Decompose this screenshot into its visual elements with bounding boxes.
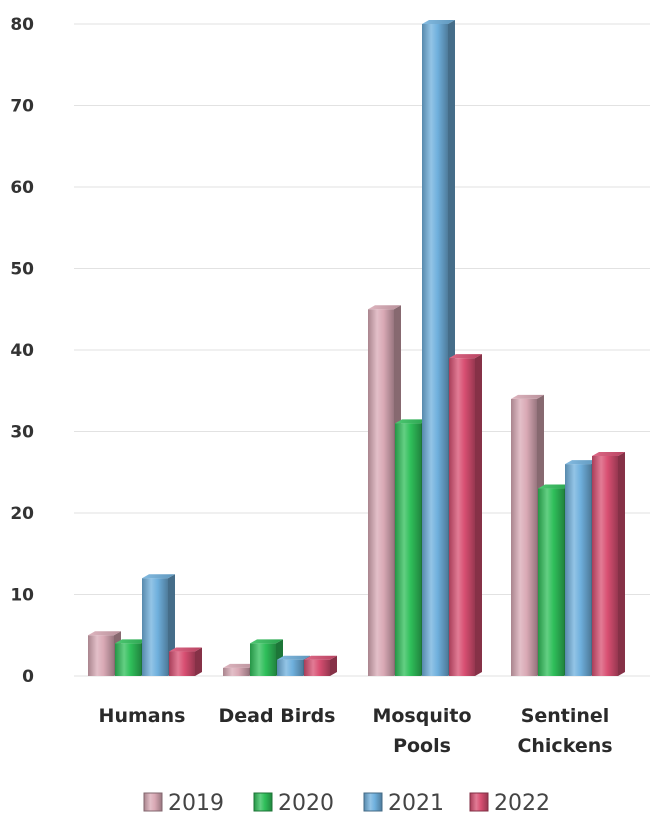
bar xyxy=(511,394,544,676)
legend: 2019 2020 2021 2022 xyxy=(143,791,550,816)
bars xyxy=(88,20,625,676)
legend-label: 2021 xyxy=(388,791,444,816)
x-category-label: Humans xyxy=(99,705,186,727)
bar xyxy=(115,639,148,676)
legend-label: 2022 xyxy=(494,791,550,816)
x-axis: Humans Dead Birds Mosquito Pools Sentinel Chi… xyxy=(99,705,613,757)
y-tick-label: 60 xyxy=(10,178,34,198)
legend-label: 2020 xyxy=(278,791,334,816)
y-tick-label: 30 xyxy=(10,423,34,443)
y-tick-label: 10 xyxy=(10,586,34,606)
bar xyxy=(565,460,598,676)
y-tick-label: 0 xyxy=(22,667,34,687)
y-tick-label: 80 xyxy=(10,15,34,35)
x-category-label: Mosquito Pools xyxy=(372,705,471,757)
bar xyxy=(304,655,337,676)
y-axis: 0 10 20 30 40 50 60 70 80 xyxy=(10,15,34,687)
y-tick-label: 20 xyxy=(10,504,34,524)
x-category-label: Sentinel Chickens xyxy=(517,705,612,757)
legend-swatch xyxy=(253,792,273,812)
legend-item: 2022 xyxy=(469,791,550,816)
x-category-label: Dead Birds xyxy=(219,705,336,727)
legend-swatch xyxy=(469,792,489,812)
legend-item: 2019 xyxy=(143,791,224,816)
bar xyxy=(169,647,202,676)
legend-item: 2021 xyxy=(363,791,444,816)
legend-swatch xyxy=(363,792,383,812)
y-tick-label: 40 xyxy=(10,341,34,361)
legend-label: 2019 xyxy=(168,791,224,816)
bar xyxy=(449,354,482,676)
legend-item: 2020 xyxy=(253,791,334,816)
bar xyxy=(592,451,625,676)
y-tick-label: 50 xyxy=(10,260,34,280)
y-tick-label: 70 xyxy=(10,97,34,117)
legend-swatch xyxy=(143,792,163,812)
